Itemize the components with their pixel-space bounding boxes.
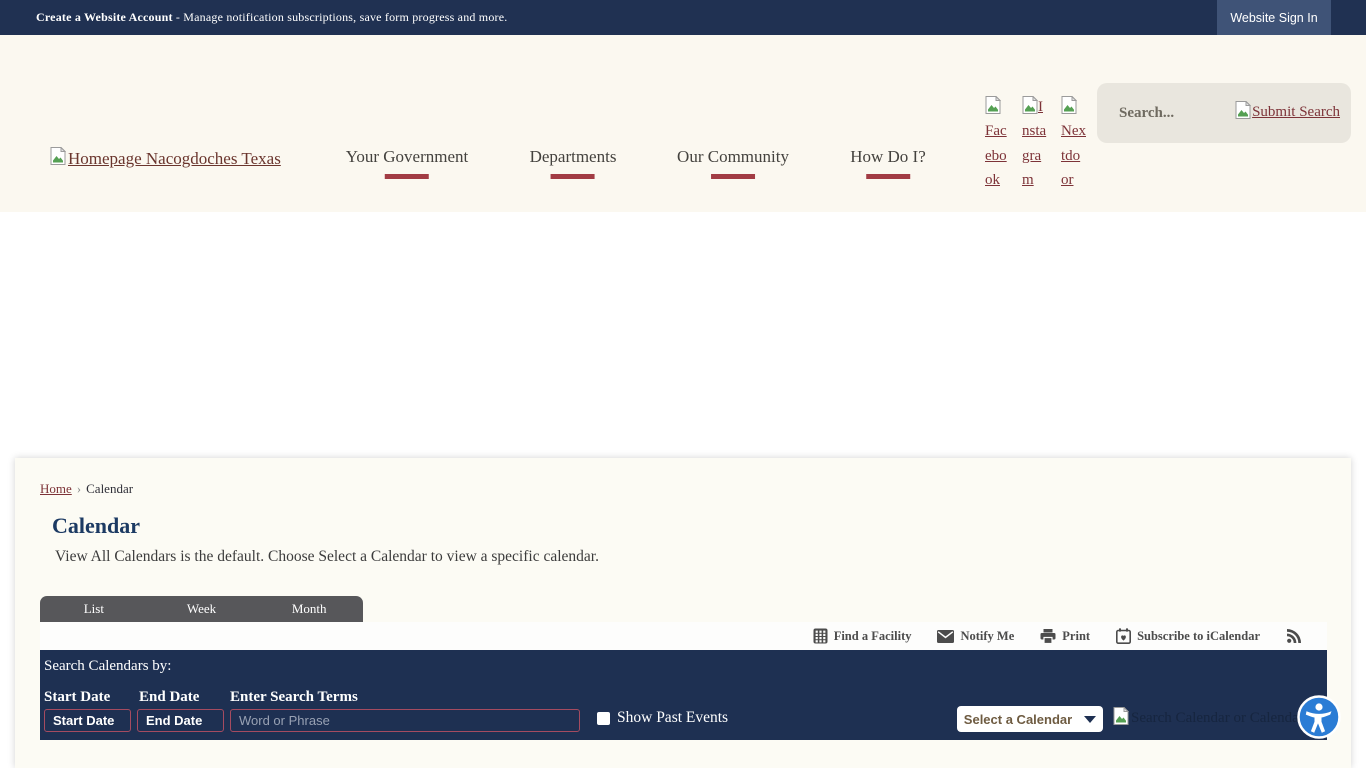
submit-search-button[interactable]: Submit Search xyxy=(1235,100,1340,124)
nav-label: Departments xyxy=(529,147,617,166)
search-terms-input[interactable] xyxy=(230,709,580,732)
print-button[interactable]: Print xyxy=(1040,628,1091,644)
chevron-down-icon xyxy=(1084,715,1097,723)
rss-icon xyxy=(1286,628,1302,644)
select-a-calendar-dropdown[interactable]: Select a Calendar xyxy=(957,706,1103,732)
nav-underline xyxy=(385,174,429,179)
facebook-alt-text: Facebook xyxy=(985,123,1007,188)
printer-icon xyxy=(1040,628,1056,644)
notify-me-button[interactable]: Notify Me xyxy=(937,629,1014,644)
view-tabs: List Week Month xyxy=(40,596,363,622)
nav-underline xyxy=(550,174,595,179)
nav-underline xyxy=(710,174,755,179)
breadcrumb-current: Calendar xyxy=(86,481,134,496)
site-header: Homepage Nacogdoches Texas Your Governme… xyxy=(0,35,1366,212)
accessibility-widget-button[interactable] xyxy=(1297,695,1341,739)
nav-label: How Do I? xyxy=(850,147,926,166)
instagram-alt-text: Instagram xyxy=(1022,99,1047,188)
end-date-input[interactable] xyxy=(137,709,224,732)
nav-underline xyxy=(865,174,910,179)
envelope-icon xyxy=(937,629,955,643)
broken-image-icon xyxy=(1235,100,1252,124)
nav-our-community[interactable]: Our Community xyxy=(677,147,789,179)
broken-image-icon xyxy=(985,95,1002,115)
tab-list[interactable]: List xyxy=(83,601,104,616)
select-a-calendar-label: Select a Calendar xyxy=(963,711,1073,727)
account-message: Create a Website Account - Manage notifi… xyxy=(36,10,507,25)
print-label: Print xyxy=(1062,628,1091,643)
start-date-input[interactable] xyxy=(44,709,131,732)
subscribe-icalendar-label: Subscribe to iCalendar xyxy=(1137,628,1260,643)
calendar-toolbar: Find a Facility Notify Me Print Subscrib… xyxy=(40,622,1327,650)
facebook-link[interactable]: Facebook xyxy=(985,95,1008,192)
breadcrumb-separator: › xyxy=(76,481,82,496)
broken-image-icon xyxy=(1061,95,1078,115)
show-past-events-checkbox[interactable] xyxy=(597,711,610,725)
account-message-rest: - Manage notification subscriptions, sav… xyxy=(172,10,508,24)
homepage-logo-link[interactable]: Homepage Nacogdoches Texas xyxy=(50,146,281,170)
submit-search-alt-text: Submit Search xyxy=(1252,104,1340,120)
breadcrumb-home-link[interactable]: Home xyxy=(40,481,72,496)
nav-your-government[interactable]: Your Government xyxy=(346,147,468,179)
nextdoor-link[interactable]: Nextdoor xyxy=(1061,95,1086,192)
tab-month[interactable]: Month xyxy=(291,601,327,616)
broken-image-icon xyxy=(1022,95,1039,115)
search-calendar-alt-text: Search Calendar or Calendars xyxy=(1131,710,1310,726)
page-description: View All Calendars is the default. Choos… xyxy=(55,548,599,565)
site-search-box: Submit Search xyxy=(1097,83,1351,143)
nav-label: Our Community xyxy=(677,147,789,166)
page-title: Calendar xyxy=(52,513,140,538)
rss-button[interactable] xyxy=(1286,628,1302,644)
search-calendars-panel: Search Calendars by: Start Date End Date… xyxy=(40,650,1327,740)
broken-image-icon xyxy=(50,146,67,170)
website-sign-in-button[interactable]: Website Sign In xyxy=(1217,0,1331,35)
top-utility-bar: Create a Website Account - Manage notifi… xyxy=(0,0,1366,35)
instagram-link[interactable]: Instagram xyxy=(1022,95,1049,192)
search-input[interactable] xyxy=(1119,98,1234,128)
search-calendar-submit-button[interactable]: Search Calendar or Calendars xyxy=(1113,707,1310,730)
search-terms-label: Enter Search Terms xyxy=(230,689,358,705)
show-past-events-label: Show Past Events xyxy=(617,709,729,726)
nav-how-do-i[interactable]: How Do I? xyxy=(850,147,926,179)
show-past-events-field: Show Past Events xyxy=(597,709,728,727)
create-account-link[interactable]: Create a Website Account xyxy=(36,10,173,24)
nextdoor-alt-text: Nextdoor xyxy=(1061,123,1086,188)
breadcrumb: Home › Calendar xyxy=(40,481,133,497)
logo-alt-text: Homepage Nacogdoches Texas xyxy=(68,148,281,168)
search-calendars-heading: Search Calendars by: xyxy=(44,658,172,674)
accessibility-icon xyxy=(1297,695,1341,742)
calendar-heart-icon xyxy=(1116,628,1132,644)
main-content-card: Home › Calendar Calendar View All Calendar… xyxy=(15,458,1351,768)
find-a-facility-button[interactable]: Find a Facility xyxy=(813,628,912,644)
nav-departments[interactable]: Departments xyxy=(529,147,617,179)
nav-label: Your Government xyxy=(345,147,469,166)
find-a-facility-label: Find a Facility xyxy=(833,628,912,643)
tab-week[interactable]: Week xyxy=(186,601,217,616)
end-date-label: End Date xyxy=(139,689,200,705)
start-date-label: Start Date xyxy=(44,689,111,705)
notify-me-label: Notify Me xyxy=(960,628,1015,643)
facility-grid-icon xyxy=(813,628,828,644)
subscribe-icalendar-button[interactable]: Subscribe to iCalendar xyxy=(1116,628,1260,644)
broken-image-icon xyxy=(1113,707,1130,730)
